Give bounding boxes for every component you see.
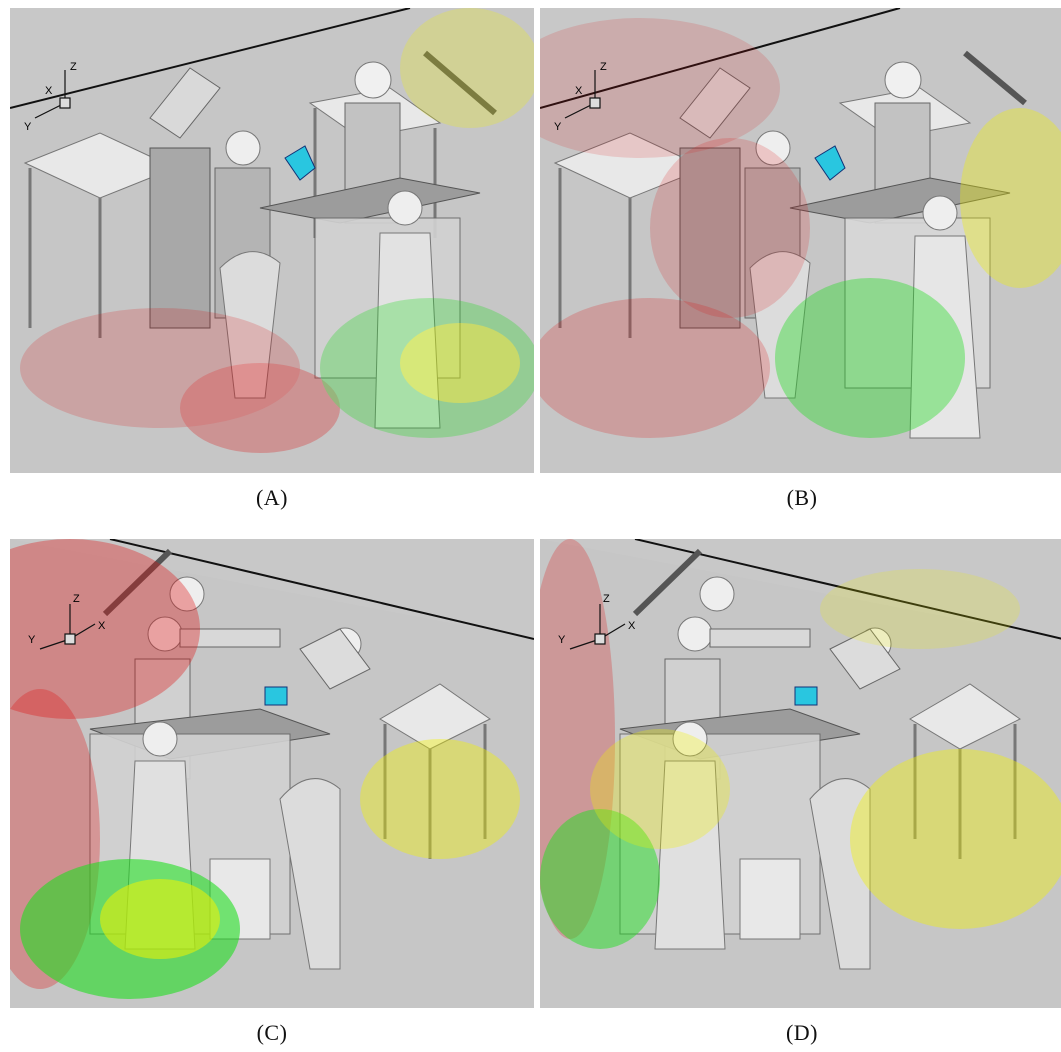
axis-y-label: Y: [554, 121, 562, 133]
scene-a: Z X Y: [10, 8, 534, 473]
panel-c-simulation-render: Z X Y: [10, 539, 534, 1008]
axis-z-label: Z: [70, 61, 77, 73]
panel-a-simulation-render: Z X Y: [10, 8, 534, 473]
caption-c: (C): [256, 1020, 288, 1045]
axis-x-label: X: [628, 620, 636, 632]
axis-z-label: Z: [73, 593, 80, 605]
panel-b-simulation-render: Z X Y: [540, 8, 1061, 473]
scene-b: Z X Y: [540, 8, 1061, 473]
axis-y-label: Y: [24, 121, 32, 133]
axis-y-label: Y: [28, 634, 36, 646]
caption-a: (A): [255, 485, 289, 510]
caption-d: (D): [785, 1020, 819, 1045]
panel-d-simulation-render: Z X Y: [540, 539, 1061, 1008]
axis-x-label: X: [575, 85, 583, 97]
caption-b: (B): [786, 485, 818, 510]
axis-z-label: Z: [603, 593, 610, 605]
axis-x-label: X: [98, 620, 106, 632]
scene-d: Z X Y: [540, 539, 1061, 1008]
scene-c: Z X Y: [10, 539, 534, 1008]
axis-x-label: X: [45, 85, 53, 97]
axis-z-label: Z: [600, 61, 607, 73]
axis-y-label: Y: [558, 634, 566, 646]
